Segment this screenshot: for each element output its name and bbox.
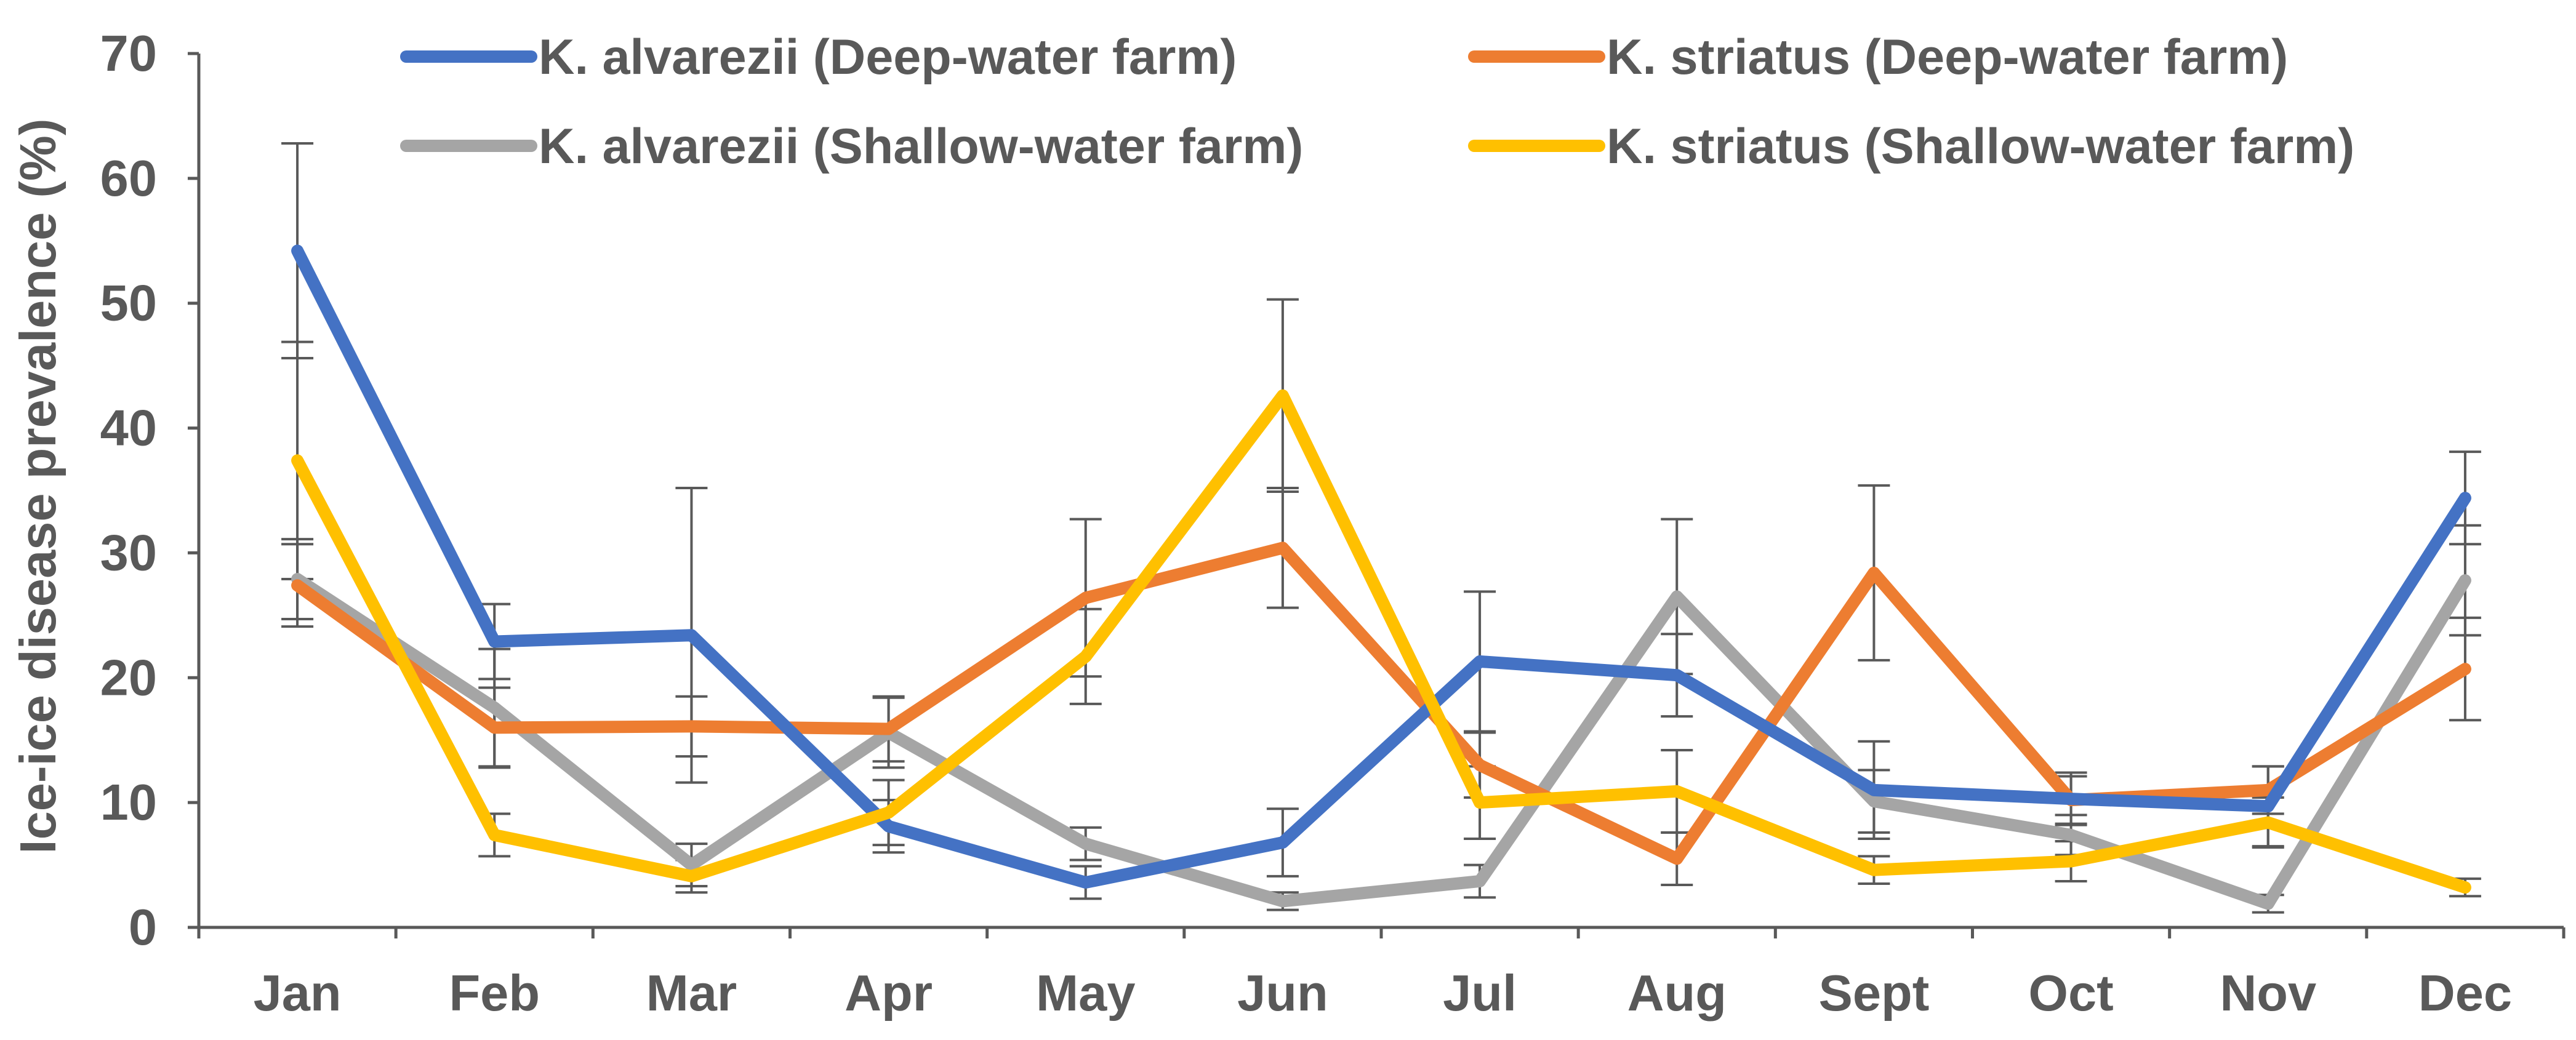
series-lines-layer xyxy=(291,244,2471,910)
x-tick-label: Feb xyxy=(449,964,540,1022)
y-axis-title: Ice-ice disease prevalence (%) xyxy=(9,119,66,854)
legend-label: K. alvarezii (Shallow-water farm) xyxy=(539,119,1303,174)
y-tick-label: 30 xyxy=(100,524,157,581)
x-tick-label: Jul xyxy=(1443,964,1517,1022)
y-tick-label: 20 xyxy=(100,649,157,706)
legend-label: K. alvarezii (Deep-water farm) xyxy=(539,30,1237,85)
y-tick-label: 50 xyxy=(100,274,157,332)
legend: K. alvarezii (Deep-water farm) K. striatu… xyxy=(400,30,2354,174)
series-line-1 xyxy=(291,244,2471,889)
x-tick-label: Sept xyxy=(1818,964,1929,1022)
x-tick-label: May xyxy=(1036,964,1135,1022)
x-tick-label: Oct xyxy=(2028,964,2113,1022)
y-tick-label: 70 xyxy=(100,25,157,82)
x-tick-label: Mar xyxy=(646,964,737,1022)
x-tick-label: Aug xyxy=(1627,964,1727,1022)
y-tick-label: 60 xyxy=(100,150,157,207)
series-line-3 xyxy=(291,573,2471,910)
legend-entry: K. striatus (Deep-water farm) xyxy=(1468,30,2288,85)
y-tick-label: 0 xyxy=(129,898,157,956)
series-line-4 xyxy=(291,389,2471,894)
y-tick-label: 40 xyxy=(100,399,157,457)
legend-entry: K. alvarezii (Shallow-water farm) xyxy=(400,119,1303,174)
x-tick-label: Dec xyxy=(2418,964,2512,1022)
legend-entry: K. alvarezii (Deep-water farm) xyxy=(400,30,1237,85)
y-tick-label: 10 xyxy=(100,774,157,831)
x-tick-label: Nov xyxy=(2220,964,2316,1022)
legend-label: K. striatus (Deep-water farm) xyxy=(1607,30,2288,85)
axes-layer: 0 10 20 30 40 50 60 70 Jan Feb Mar Apr May Jun Jul Aug S… xyxy=(100,25,2566,1022)
x-tick-label: Apr xyxy=(845,964,933,1022)
legend-label: K. striatus (Shallow-water farm) xyxy=(1607,119,2354,174)
x-tick-label: Jan xyxy=(254,964,342,1022)
x-tick-label: Jun xyxy=(1237,964,1328,1022)
legend-entry: K. striatus (Shallow-water farm) xyxy=(1468,119,2354,174)
